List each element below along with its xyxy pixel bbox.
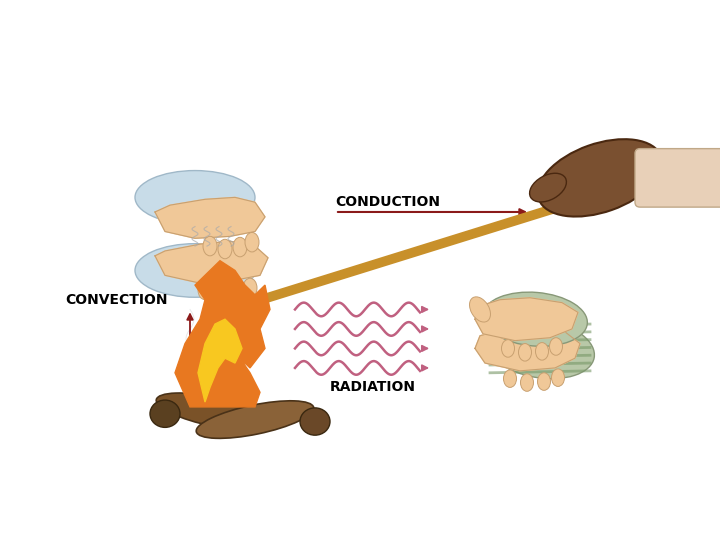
Ellipse shape	[135, 171, 255, 224]
Ellipse shape	[230, 282, 244, 302]
Ellipse shape	[135, 244, 255, 297]
Text: FIGURE 1–12  Heat can be moved from the source by convection,: FIGURE 1–12 Heat can be moved from the s…	[18, 29, 701, 47]
Ellipse shape	[482, 292, 588, 346]
Polygon shape	[175, 261, 270, 407]
Ellipse shape	[530, 173, 567, 202]
Polygon shape	[475, 298, 578, 341]
Ellipse shape	[503, 370, 516, 387]
Ellipse shape	[502, 340, 515, 357]
Ellipse shape	[552, 369, 564, 387]
Ellipse shape	[197, 401, 314, 438]
Ellipse shape	[469, 297, 490, 322]
Ellipse shape	[203, 237, 217, 256]
Ellipse shape	[538, 139, 662, 217]
Polygon shape	[155, 197, 265, 238]
FancyBboxPatch shape	[635, 148, 720, 207]
Ellipse shape	[245, 232, 259, 252]
Ellipse shape	[150, 400, 180, 427]
Ellipse shape	[485, 318, 595, 379]
Ellipse shape	[156, 393, 274, 430]
Text: CONDUCTION: CONDUCTION	[335, 195, 440, 209]
Text: CONVECTION: CONVECTION	[65, 293, 168, 307]
Ellipse shape	[536, 342, 549, 360]
Ellipse shape	[300, 408, 330, 435]
Text: conduction, or radiation.: conduction, or radiation.	[18, 63, 280, 81]
Ellipse shape	[518, 343, 531, 361]
Ellipse shape	[218, 239, 232, 259]
Text: Copyright © 2019  2015  2011 Pearson Education Inc. All Rights Reserved: Copyright © 2019 2015 2011 Pearson Educa…	[11, 515, 373, 525]
Polygon shape	[475, 327, 580, 371]
Ellipse shape	[233, 237, 247, 257]
Ellipse shape	[538, 373, 551, 390]
Ellipse shape	[213, 283, 227, 302]
Text: PEARSON: PEARSON	[569, 508, 709, 532]
Ellipse shape	[198, 280, 212, 300]
Polygon shape	[155, 241, 268, 283]
Text: RADIATION: RADIATION	[330, 380, 416, 394]
Ellipse shape	[521, 374, 534, 391]
Polygon shape	[198, 319, 242, 402]
Ellipse shape	[243, 278, 257, 298]
Ellipse shape	[549, 338, 562, 355]
